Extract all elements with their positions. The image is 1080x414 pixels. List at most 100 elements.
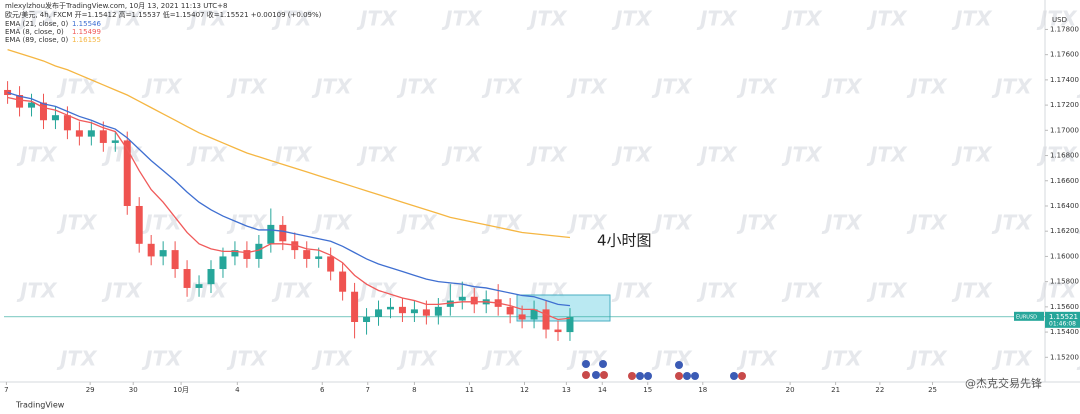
candle-body	[63, 115, 71, 131]
y-tick-label: 1.16400	[1050, 202, 1079, 210]
watermark: JTX	[696, 7, 738, 31]
watermark: JTX	[141, 347, 183, 371]
x-tick-label: 15	[643, 386, 652, 394]
candle-body	[243, 250, 251, 259]
watermark: JTX	[866, 7, 908, 31]
watermark: JTX	[16, 143, 58, 167]
legend-name: EMA (21, close, 0)	[5, 20, 68, 28]
watermark: JTX	[141, 211, 183, 235]
x-tick-label: 30	[129, 386, 138, 394]
watermark: JTX	[651, 75, 693, 99]
watermark: JTX	[781, 143, 823, 167]
watermark: JTX	[311, 211, 353, 235]
watermark: JTX	[821, 211, 863, 235]
watermark: JTX	[101, 279, 143, 303]
candle-body	[566, 316, 574, 333]
watermark: JTX	[311, 347, 353, 371]
price-box	[1045, 311, 1080, 328]
watermark: JTX	[481, 347, 523, 371]
watermark: JTX	[396, 347, 438, 371]
watermark: JTX	[56, 75, 98, 99]
ema-line	[7, 48, 571, 239]
legend-name: EMA (8, close, 0)	[5, 28, 64, 36]
header-line: 欧元/美元, 4h, FXCM 开=1.15412 高=1.15537 低=1.…	[5, 10, 322, 19]
candle-body	[339, 271, 347, 292]
x-tick-label: 22	[875, 386, 884, 394]
ema-line	[7, 91, 571, 307]
y-tick-label: 1.16800	[1050, 152, 1079, 160]
watermark: JTX	[821, 75, 863, 99]
watermark: JTX	[186, 143, 228, 167]
candle-body	[386, 306, 394, 310]
x-tick-label: 18	[698, 386, 707, 394]
candle-body	[28, 102, 36, 108]
watermark: JTX	[736, 75, 778, 99]
credit: @杰克交易先锋	[965, 376, 1042, 390]
watermark: JTX	[991, 75, 1033, 99]
watermark: JTX	[396, 75, 438, 99]
candle-body	[363, 316, 371, 322]
candle-body	[195, 284, 203, 288]
watermark: JTX	[356, 279, 398, 303]
candle-body	[410, 309, 418, 314]
header-line: mlexylzhou发布于TradingView.com, 10月 13, 20…	[5, 1, 227, 10]
watermark: JTX	[271, 7, 313, 31]
watermark: JTX	[736, 211, 778, 235]
watermark: JTX	[1036, 143, 1078, 167]
candle-body	[422, 309, 430, 316]
watermark: JTX	[611, 279, 653, 303]
y-tick-label: 1.15600	[1050, 303, 1079, 311]
watermark: JTX	[736, 347, 778, 371]
watermark: JTX	[821, 347, 863, 371]
candle-body	[219, 256, 227, 270]
watermark: JTX	[186, 279, 228, 303]
x-tick-label: 25	[928, 386, 937, 394]
ema-line	[7, 96, 571, 321]
last-price-label: 1.15521	[1049, 313, 1078, 321]
candle-body	[159, 250, 167, 257]
candle-body	[99, 130, 107, 143]
candle-body	[458, 296, 466, 301]
watermark: JTX	[906, 75, 948, 99]
watermark: JTX	[481, 75, 523, 99]
y-tick-label: 1.17000	[1050, 126, 1079, 134]
y-tick-label: 1.17800	[1050, 25, 1079, 33]
watermark: JTX	[991, 347, 1033, 371]
symbol-box	[1014, 311, 1044, 321]
y-tick-label: 1.16200	[1050, 227, 1079, 235]
candle-body	[279, 224, 287, 242]
watermark: JTX	[101, 7, 143, 31]
watermark: JTX	[906, 347, 948, 371]
y-tick-label: 1.17400	[1050, 76, 1079, 84]
footer: TradingView	[15, 401, 65, 410]
event-icons	[582, 360, 746, 380]
watermark: JTX	[651, 347, 693, 371]
candle-body	[39, 102, 47, 121]
watermark: JTX	[526, 143, 568, 167]
candle-body	[315, 256, 323, 259]
candle-body	[398, 306, 406, 314]
watermark: JTX	[696, 143, 738, 167]
legend-name: EMA (89, close, 0)	[5, 36, 68, 44]
candle-body	[231, 250, 239, 257]
candle-body	[16, 95, 24, 108]
candle-body	[434, 306, 442, 316]
watermark: JTX	[651, 211, 693, 235]
watermark: JTX	[481, 211, 523, 235]
candle-body	[183, 269, 191, 288]
watermark: JTX	[311, 75, 353, 99]
watermark: JTX	[441, 7, 483, 31]
candle-body	[506, 306, 514, 315]
candle-body	[327, 256, 335, 272]
watermark: JTX	[16, 279, 58, 303]
watermark: JTX	[906, 211, 948, 235]
watermark: JTX	[566, 75, 608, 99]
watermark: JTX	[226, 347, 268, 371]
watermark: JTX	[396, 211, 438, 235]
candle-body	[375, 309, 383, 317]
watermark: JTX	[611, 7, 653, 31]
y-tick-label: 1.17600	[1050, 51, 1079, 59]
x-tick-label: 13	[562, 386, 571, 394]
watermark: JTX	[611, 143, 653, 167]
